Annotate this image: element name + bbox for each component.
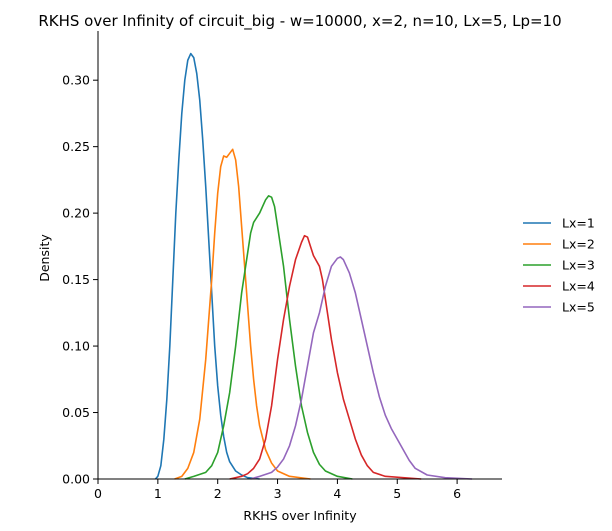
y-tick-label: 0.25 bbox=[62, 139, 90, 154]
series-line-4 bbox=[229, 234, 422, 480]
series-line-1 bbox=[154, 52, 260, 480]
x-tick-label: 6 bbox=[453, 486, 461, 501]
legend: Lx=1 Lx=2 Lx=3 Lx=4 Lx=5 bbox=[523, 216, 595, 315]
y-axis-label: Density bbox=[37, 234, 52, 282]
y-tick-label: 0.30 bbox=[62, 73, 90, 88]
y-tick-label: 0.15 bbox=[62, 272, 90, 287]
legend-label-4: Lx=4 bbox=[562, 279, 595, 294]
y-tick-label: 0.20 bbox=[62, 206, 90, 221]
legend-label-2: Lx=2 bbox=[562, 237, 595, 252]
chart-title: RKHS over Infinity of circuit_big - w=10… bbox=[38, 12, 561, 31]
x-tick-label: 1 bbox=[154, 486, 162, 501]
x-axis-label: RKHS over Infinity bbox=[243, 508, 357, 523]
x-tick-label: 0 bbox=[94, 486, 102, 501]
x-tick-label: 5 bbox=[393, 486, 401, 501]
y-tick-label: 0.00 bbox=[62, 472, 90, 487]
x-tick-label: 2 bbox=[214, 486, 222, 501]
series-line-3 bbox=[184, 195, 353, 480]
y-tick-label: 0.10 bbox=[62, 339, 90, 354]
series-line-2 bbox=[174, 148, 311, 480]
y-tick-label: 0.05 bbox=[62, 405, 90, 420]
legend-label-3: Lx=3 bbox=[562, 258, 595, 273]
series-line-5 bbox=[250, 256, 473, 480]
axes: 0 1 2 3 4 5 6 0.00 0.05 0.10 0.15 0.20 0.25 0.30 bbox=[62, 31, 502, 501]
x-tick-label: 3 bbox=[274, 486, 282, 501]
x-tick-label: 4 bbox=[333, 486, 341, 501]
plot-area bbox=[154, 52, 473, 480]
legend-label-5: Lx=5 bbox=[562, 300, 595, 315]
legend-label-1: Lx=1 bbox=[562, 216, 595, 231]
